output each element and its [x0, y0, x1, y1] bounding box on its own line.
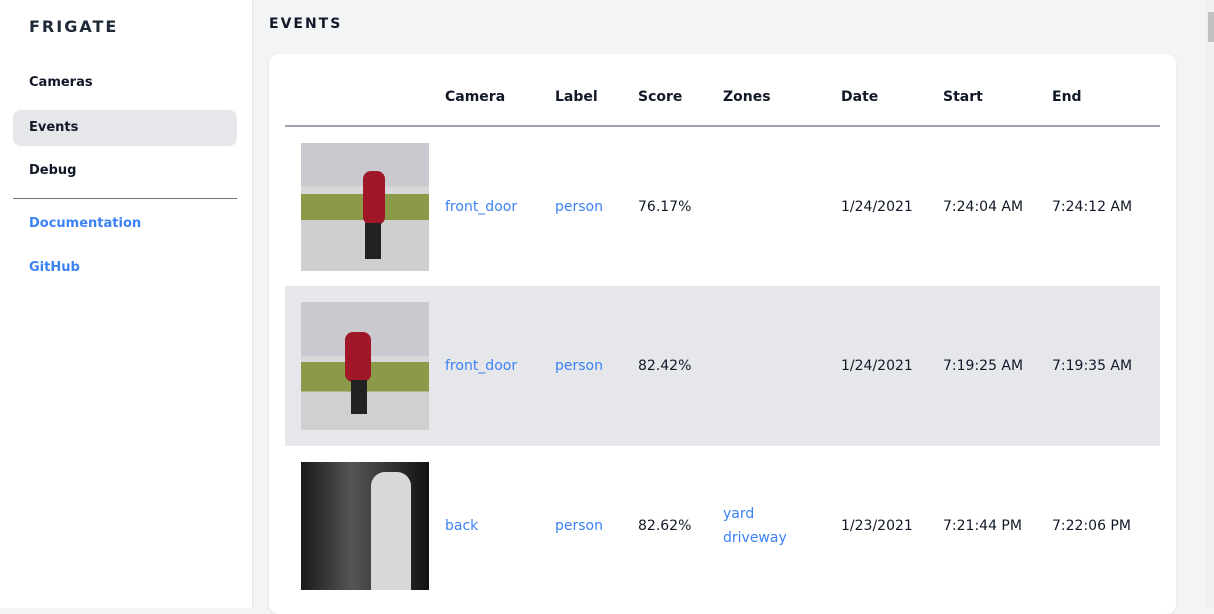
sidebar-divider [13, 198, 237, 199]
event-thumbnail[interactable] [301, 142, 429, 271]
camera-link[interactable]: back [445, 518, 479, 534]
end-time: 7:24:12 AM [1052, 198, 1133, 215]
table-row[interactable]: front_door person 82.42% 1/24/2021 7:19:… [285, 286, 1160, 446]
sidebar-item-cameras[interactable]: Cameras [29, 75, 93, 90]
scrollbar-thumb[interactable] [1208, 12, 1214, 42]
github-link[interactable]: GitHub [29, 260, 80, 275]
documentation-link[interactable]: Documentation [29, 216, 142, 231]
header-thumbnail [285, 54, 445, 127]
end-time: 7:22:06 PM [1052, 518, 1131, 534]
zone-link[interactable]: yard [723, 506, 755, 522]
end-time: 7:19:35 AM [1052, 286, 1160, 446]
zones: yard driveway [723, 446, 841, 606]
header-label: Label [555, 54, 638, 127]
zones [723, 286, 841, 446]
event-thumbnail[interactable] [301, 462, 429, 590]
header-score: Score [638, 54, 723, 127]
sidebar: FRIGATE Cameras Events Debug Documentati… [0, 0, 253, 608]
camera-link[interactable]: front_door [445, 198, 518, 215]
label-link[interactable]: person [555, 518, 603, 534]
date: 1/24/2021 [841, 198, 913, 215]
camera-link[interactable]: front_door [445, 286, 555, 446]
header-date: Date [841, 54, 943, 127]
brand-logo: FRIGATE [29, 17, 119, 36]
header-zones: Zones [723, 54, 841, 127]
event-thumbnail[interactable] [301, 302, 429, 430]
label-link[interactable]: person [555, 198, 603, 215]
header-start: Start [943, 54, 1052, 127]
start-time: 7:24:04 AM [943, 198, 1024, 215]
table-row[interactable]: back person 82.62% yard driveway 1/23/202… [285, 446, 1160, 606]
score: 82.42% [638, 286, 723, 446]
score: 76.17% [638, 198, 692, 215]
header-camera: Camera [445, 54, 555, 127]
events-card: Camera Label Score Zones Date Start End … [269, 54, 1176, 614]
events-table: Camera Label Score Zones Date Start End … [285, 54, 1160, 606]
scrollbar[interactable] [1206, 0, 1214, 608]
page-title: EVENTS [269, 16, 343, 32]
header-end: End [1052, 54, 1160, 127]
score: 82.62% [638, 518, 692, 534]
date: 1/24/2021 [841, 286, 943, 446]
start-time: 7:19:25 AM [943, 286, 1052, 446]
zone-link[interactable]: driveway [723, 530, 787, 546]
label-link[interactable]: person [555, 286, 638, 446]
sidebar-item-events[interactable]: Events [13, 110, 237, 146]
table-row[interactable]: front_door person 76.17% 1/24/2021 7:24:… [285, 126, 1160, 286]
zones [723, 126, 841, 286]
date: 1/23/2021 [841, 518, 913, 534]
sidebar-item-debug[interactable]: Debug [29, 163, 77, 178]
start-time: 7:21:44 PM [943, 518, 1022, 534]
